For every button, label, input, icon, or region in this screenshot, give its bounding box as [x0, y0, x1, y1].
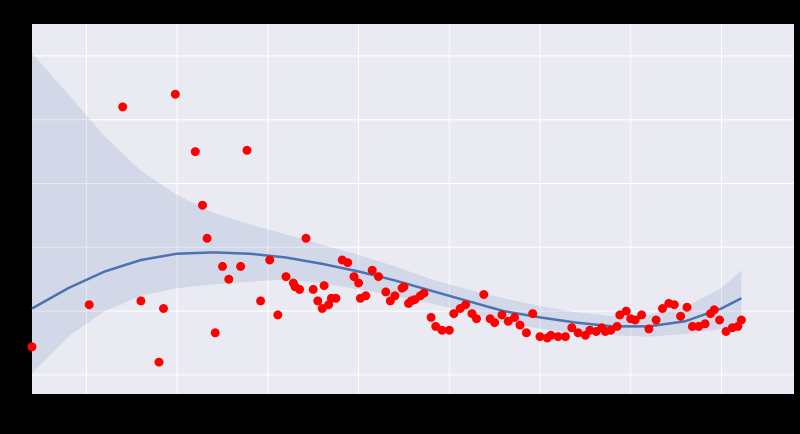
data-point: [354, 278, 364, 288]
data-point: [535, 332, 545, 342]
data-point: [419, 288, 429, 298]
data-point: [497, 310, 507, 320]
data-point: [676, 311, 686, 321]
data-point: [449, 309, 459, 319]
data-point: [461, 300, 471, 310]
data-point: [308, 284, 318, 294]
data-point: [224, 274, 234, 284]
data-point: [154, 357, 164, 367]
data-point: [256, 296, 266, 306]
data-point: [273, 310, 283, 320]
data-point: [637, 310, 647, 320]
data-point: [479, 290, 489, 299]
regression-line: [31, 251, 742, 328]
data-point: [736, 315, 746, 325]
data-point: [281, 272, 291, 282]
data-point: [567, 323, 577, 333]
data-point: [573, 328, 583, 338]
data-point: [27, 342, 37, 352]
data-point: [198, 200, 207, 210]
data-point: [265, 255, 275, 265]
data-point: [682, 302, 692, 312]
data-point: [546, 330, 556, 340]
data-point: [381, 287, 391, 297]
data-point: [374, 272, 383, 282]
data-point: [437, 325, 447, 335]
data-point: [426, 312, 436, 322]
data-point: [399, 282, 409, 292]
data-point: [700, 319, 710, 329]
data-point: [361, 291, 371, 301]
data-point: [170, 89, 180, 99]
data-point: [159, 304, 168, 313]
data-points: [27, 89, 746, 367]
confidence-band: [32, 53, 742, 374]
data-point: [210, 328, 220, 338]
data-point: [218, 261, 227, 271]
grid-lines: [32, 24, 794, 394]
data-point: [709, 305, 719, 315]
data-point: [367, 265, 377, 275]
data-point: [621, 306, 631, 316]
data-point: [349, 272, 359, 282]
data-point: [301, 233, 311, 243]
data-point: [560, 332, 570, 342]
data-point: [515, 320, 525, 330]
data-point: [319, 281, 329, 291]
data-point: [612, 321, 622, 331]
data-point: [521, 328, 531, 338]
data-point: [118, 102, 128, 112]
data-point: [715, 315, 725, 325]
plot-area: [32, 24, 794, 394]
data-point: [669, 300, 679, 310]
data-point: [553, 332, 563, 342]
data-point: [687, 321, 697, 331]
data-point: [510, 312, 520, 322]
data-point: [630, 315, 640, 325]
data-point: [528, 309, 538, 319]
data-point: [295, 284, 305, 294]
data-point: [490, 318, 500, 328]
data-point: [190, 147, 200, 157]
data-point: [343, 258, 353, 268]
data-point: [444, 325, 454, 335]
data-point: [331, 293, 341, 303]
data-point: [651, 315, 661, 325]
data-point: [84, 300, 94, 310]
data-point: [313, 296, 323, 306]
data-point: [658, 304, 667, 313]
data-point: [390, 291, 400, 301]
data-point: [644, 324, 654, 334]
data-point: [202, 233, 212, 243]
data-point: [236, 261, 246, 271]
data-point: [136, 296, 146, 306]
data-point: [472, 314, 481, 324]
data-point: [242, 145, 252, 155]
